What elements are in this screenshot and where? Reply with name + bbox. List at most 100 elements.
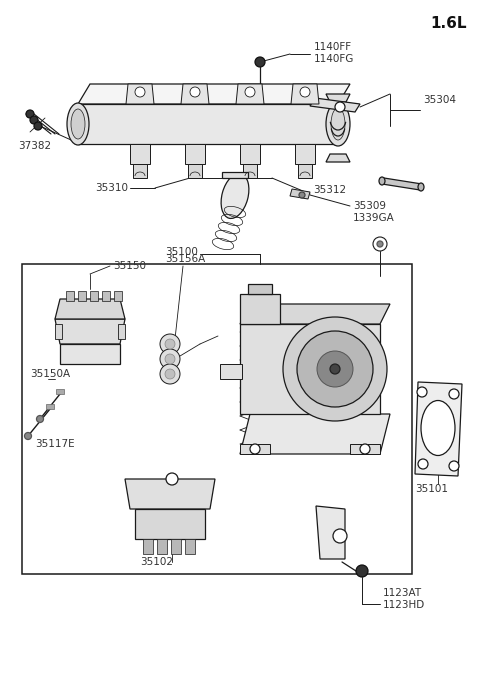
Ellipse shape — [326, 102, 350, 146]
Polygon shape — [240, 304, 390, 324]
Circle shape — [449, 389, 459, 399]
Circle shape — [330, 364, 340, 374]
Circle shape — [165, 354, 175, 364]
Text: 35101: 35101 — [415, 484, 448, 494]
Circle shape — [317, 351, 353, 387]
Polygon shape — [133, 164, 147, 178]
Circle shape — [297, 331, 373, 407]
Polygon shape — [130, 144, 150, 164]
Bar — [114, 291, 122, 301]
Circle shape — [34, 122, 42, 130]
Ellipse shape — [221, 173, 249, 218]
Text: 35100: 35100 — [165, 247, 198, 257]
Text: 35312: 35312 — [313, 185, 346, 195]
Bar — [78, 291, 86, 301]
Circle shape — [160, 349, 180, 369]
Polygon shape — [240, 414, 390, 454]
Text: 37382: 37382 — [18, 141, 51, 151]
Polygon shape — [240, 144, 260, 164]
Text: 35304: 35304 — [423, 95, 456, 105]
Polygon shape — [55, 324, 62, 339]
Text: 1.6L: 1.6L — [430, 16, 467, 32]
Polygon shape — [243, 164, 257, 178]
Circle shape — [449, 461, 459, 471]
Circle shape — [283, 317, 387, 421]
Polygon shape — [326, 94, 350, 102]
Polygon shape — [240, 444, 270, 454]
Bar — [56, 389, 64, 394]
Polygon shape — [60, 344, 120, 364]
Circle shape — [160, 364, 180, 384]
Text: 1339GA: 1339GA — [353, 213, 395, 223]
Polygon shape — [181, 84, 209, 104]
Circle shape — [300, 87, 310, 97]
Polygon shape — [316, 506, 345, 559]
Text: 1140FF
1140FG: 1140FF 1140FG — [314, 42, 354, 64]
Circle shape — [165, 369, 175, 379]
Text: 35102: 35102 — [140, 557, 173, 567]
Polygon shape — [55, 299, 125, 319]
Bar — [22, 264, 412, 574]
Ellipse shape — [379, 177, 385, 185]
Polygon shape — [240, 324, 380, 414]
Ellipse shape — [71, 109, 85, 139]
Polygon shape — [126, 84, 154, 104]
Polygon shape — [291, 84, 319, 104]
Ellipse shape — [331, 108, 345, 140]
Polygon shape — [382, 178, 422, 190]
Polygon shape — [298, 164, 312, 178]
Polygon shape — [415, 382, 462, 476]
Text: 35156A: 35156A — [165, 254, 205, 264]
Bar — [143, 539, 153, 554]
Circle shape — [26, 110, 34, 118]
Circle shape — [418, 459, 428, 469]
Bar — [185, 539, 195, 554]
Polygon shape — [220, 364, 242, 379]
Circle shape — [360, 444, 370, 454]
Circle shape — [333, 529, 347, 543]
Text: 35117E: 35117E — [35, 439, 74, 449]
Circle shape — [30, 116, 38, 124]
Polygon shape — [78, 84, 350, 104]
Circle shape — [135, 87, 145, 97]
Polygon shape — [78, 104, 338, 144]
Circle shape — [165, 339, 175, 349]
Ellipse shape — [67, 103, 89, 145]
Polygon shape — [240, 294, 280, 324]
Text: 35150: 35150 — [113, 261, 146, 271]
Circle shape — [36, 415, 44, 423]
Circle shape — [190, 87, 200, 97]
Bar — [157, 539, 167, 554]
Text: 1123AT
1123HD: 1123AT 1123HD — [383, 588, 425, 610]
Polygon shape — [310, 98, 360, 112]
Polygon shape — [135, 509, 205, 539]
Bar — [171, 539, 181, 554]
Text: 35150A: 35150A — [30, 369, 70, 379]
Circle shape — [24, 433, 32, 439]
Circle shape — [255, 57, 265, 67]
Circle shape — [373, 237, 387, 251]
Text: 35309: 35309 — [353, 201, 386, 211]
Polygon shape — [222, 172, 248, 178]
Circle shape — [299, 192, 305, 198]
Polygon shape — [55, 319, 125, 344]
Polygon shape — [326, 154, 350, 162]
Polygon shape — [350, 444, 380, 454]
Polygon shape — [236, 84, 264, 104]
Polygon shape — [125, 479, 215, 509]
Circle shape — [356, 565, 368, 577]
Circle shape — [417, 387, 427, 397]
Polygon shape — [118, 324, 125, 339]
Ellipse shape — [418, 183, 424, 191]
Polygon shape — [295, 144, 315, 164]
Polygon shape — [188, 164, 202, 178]
Bar — [102, 291, 110, 301]
Circle shape — [377, 241, 383, 247]
Bar — [90, 291, 98, 301]
Circle shape — [335, 102, 345, 112]
Text: 35310: 35310 — [95, 183, 128, 193]
Circle shape — [250, 444, 260, 454]
Circle shape — [166, 473, 178, 485]
Circle shape — [160, 334, 180, 354]
Bar — [66, 291, 74, 301]
